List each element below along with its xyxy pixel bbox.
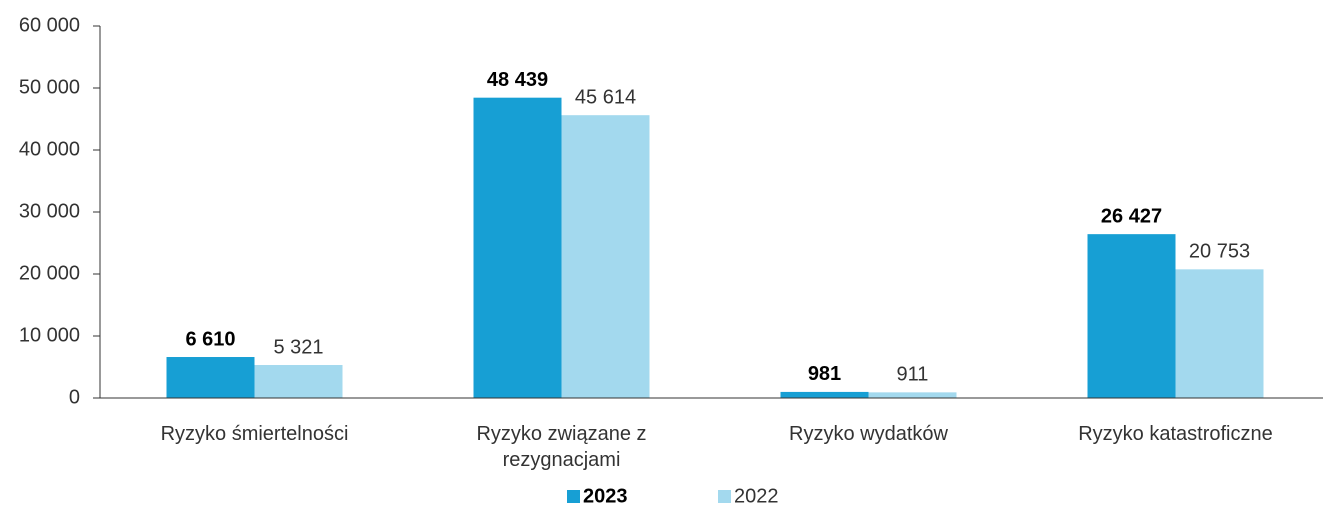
legend-swatch [718, 490, 731, 503]
data-label: 45 614 [575, 86, 636, 108]
data-label: 20 753 [1189, 241, 1250, 263]
data-label: 48 439 [487, 69, 548, 91]
y-tick-label: 60 000 [19, 14, 80, 36]
x-tick-label: Ryzyko śmiertelności [160, 423, 349, 445]
legend-swatch [567, 490, 580, 503]
y-tick-label: 40 000 [19, 138, 80, 160]
y-tick-label: 10 000 [19, 324, 80, 346]
y-tick-label: 0 [69, 386, 80, 408]
bar [780, 391, 869, 398]
bar [473, 97, 562, 399]
data-label: 5 321 [273, 336, 323, 358]
data-label: 981 [808, 363, 841, 385]
data-label: 26 427 [1101, 205, 1162, 227]
x-tick-label: Ryzyko związane z rezygnacjami [476, 423, 647, 471]
bar [868, 392, 957, 398]
data-label: 6 610 [185, 328, 235, 350]
bar [166, 357, 255, 398]
bar [254, 365, 343, 398]
bar [1087, 234, 1176, 398]
y-tick-label: 30 000 [19, 200, 80, 222]
x-tick-label: Ryzyko wydatków [789, 423, 948, 445]
data-label: 911 [897, 364, 929, 386]
y-tick-label: 50 000 [19, 76, 80, 98]
y-tick-label: 20 000 [19, 262, 80, 284]
legend-label: 2023 [583, 485, 628, 507]
legend-label: 2022 [734, 485, 779, 507]
bar [561, 115, 650, 398]
bar [1175, 269, 1264, 398]
x-tick-label: Ryzyko katastroficzne [1078, 423, 1273, 445]
